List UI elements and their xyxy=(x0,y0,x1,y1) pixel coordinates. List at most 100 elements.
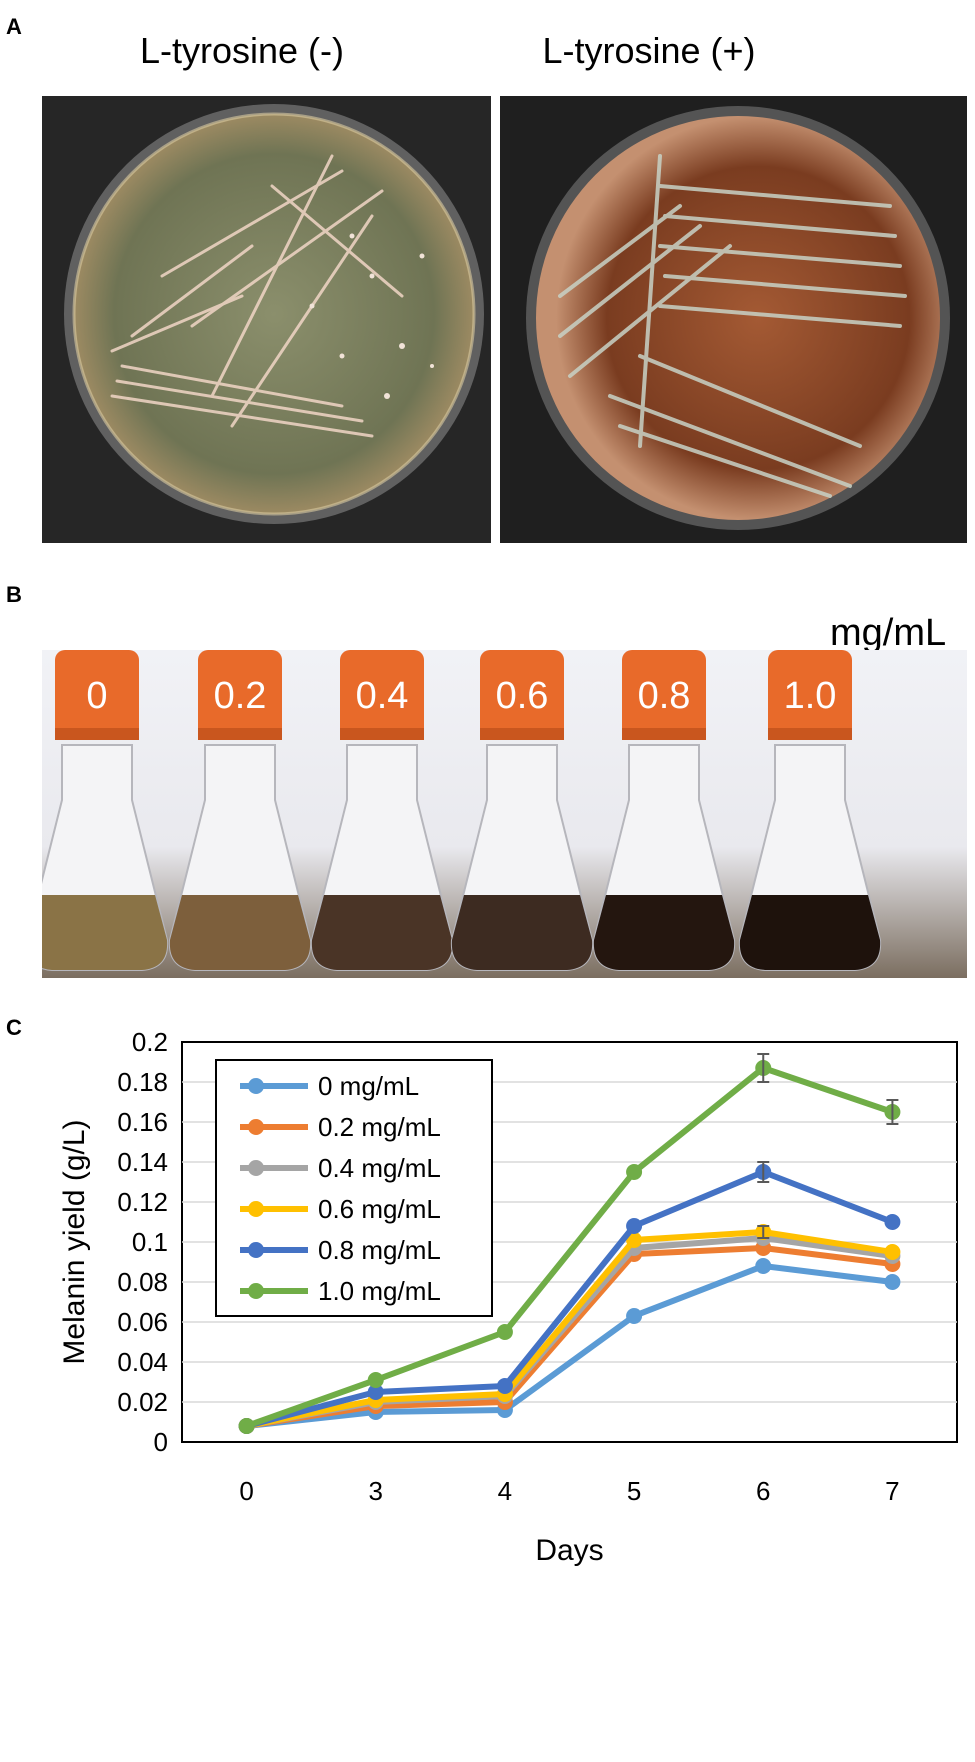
concentration-unit-label: mg/mL xyxy=(830,612,947,654)
flask-0: 0 xyxy=(42,650,169,971)
legend-entry: 0.4 mg/mL xyxy=(240,1153,441,1183)
y-tick-label: 0.08 xyxy=(117,1267,168,1297)
series-line xyxy=(245,1065,894,1429)
panel-b-letter: B xyxy=(6,582,22,607)
legend: 0 mg/mL 0.2 mg/mL 0.4 mg/mL 0.6 mg/mL 0.8 mg… xyxy=(215,1059,493,1317)
data-point xyxy=(238,1418,255,1434)
flask-cap xyxy=(480,650,564,738)
petri-dish-photo-without-tyrosine xyxy=(42,96,491,543)
x-tick-label: 4 xyxy=(498,1476,512,1506)
legend-swatch-marker xyxy=(248,1242,264,1258)
error-bar xyxy=(886,1099,899,1125)
series-line xyxy=(245,1169,894,1429)
legend-entry: 1.0 mg/mL xyxy=(240,1276,441,1306)
petri-dish-photo-with-tyrosine xyxy=(500,96,967,543)
data-point xyxy=(367,1384,384,1400)
data-point xyxy=(884,1244,901,1260)
flask-liquid xyxy=(739,895,881,970)
panel-a-letter: A xyxy=(6,14,22,39)
flask-cap-rim xyxy=(55,728,139,740)
y-tick-label: 0.16 xyxy=(117,1107,168,1137)
error-bar xyxy=(757,1053,770,1083)
x-tick-label: 5 xyxy=(627,1476,641,1506)
flask-concentration-label: 0.6 xyxy=(496,675,549,717)
y-tick-label: 0.12 xyxy=(117,1187,168,1217)
x-tick-label: 0 xyxy=(239,1476,253,1506)
flask-cap xyxy=(198,650,282,738)
data-point xyxy=(884,1274,901,1290)
flask-1: 0.2 xyxy=(168,650,312,971)
flask-liquid xyxy=(169,895,311,970)
error-bar xyxy=(757,1225,770,1239)
legend-label: 1.0 mg/mL xyxy=(318,1276,441,1306)
flask-cap xyxy=(55,650,139,738)
series-1-0-mg-ml xyxy=(238,1060,901,1434)
flask-concentration-label: 0.8 xyxy=(638,675,691,717)
y-axis-title: Melanin yield (g/L) xyxy=(58,1119,91,1364)
legend-swatch-marker xyxy=(248,1119,264,1135)
flask-concentration-label: 0 xyxy=(86,675,107,717)
plate-left-title: L-tyrosine (-) xyxy=(139,30,345,71)
flask-photo-strip: 0 0.2 0.4 0.6 0.8 1.0 xyxy=(42,650,967,978)
flask-concentration-label: 1.0 xyxy=(784,675,837,717)
plate-right-title: L-tyrosine (+) xyxy=(542,30,756,71)
legend-label: 0.4 mg/mL xyxy=(318,1153,441,1183)
error-bars xyxy=(757,1053,899,1239)
data-point xyxy=(626,1232,643,1248)
flask-4: 0.8 xyxy=(592,650,736,971)
legend-entry: 0.2 mg/mL xyxy=(240,1112,441,1142)
series-lines xyxy=(238,1060,901,1434)
data-point xyxy=(367,1372,384,1388)
y-tick-label: 0 xyxy=(154,1427,168,1457)
legend-swatch-marker xyxy=(248,1283,264,1299)
legend-label: 0.2 mg/mL xyxy=(318,1112,441,1142)
y-tick-label: 0.06 xyxy=(117,1307,168,1337)
flask-liquid xyxy=(451,895,593,970)
legend-label: 0.8 mg/mL xyxy=(318,1235,441,1265)
flask-cap-rim xyxy=(340,728,424,740)
series-line xyxy=(246,1263,893,1429)
series-line xyxy=(245,1229,893,1429)
flask-cap xyxy=(340,650,424,738)
legend-entry: 0.6 mg/mL xyxy=(240,1194,441,1224)
x-axis-ticks: 0 3 4 5 6 7 xyxy=(239,1476,899,1506)
flask-cap xyxy=(768,650,852,738)
data-point xyxy=(626,1218,643,1234)
flask-cap-rim xyxy=(198,728,282,740)
x-tick-label: 3 xyxy=(369,1476,383,1506)
flask-concentration-label: 0.4 xyxy=(356,675,409,717)
legend-label: 0 mg/mL xyxy=(318,1071,419,1101)
data-point xyxy=(496,1324,513,1340)
flask-liquid xyxy=(42,895,168,970)
flask-cap-rim xyxy=(480,728,564,740)
legend-swatch-marker xyxy=(248,1201,264,1217)
flask-cap-rim xyxy=(622,728,706,740)
x-axis-title: Days xyxy=(535,1534,603,1567)
data-point xyxy=(755,1258,772,1274)
flask-liquid xyxy=(311,895,453,970)
flask-liquid xyxy=(593,895,735,970)
panel-c-letter: C xyxy=(6,1015,22,1040)
data-point xyxy=(626,1308,643,1324)
y-axis-ticks: 0 0.02 0.04 0.06 0.08 0.1 0.12 0.14 0.16 0.18 0.2 xyxy=(117,1027,168,1457)
flask-row: 0 0.2 0.4 0.6 0.8 1.0 xyxy=(42,650,882,971)
legend-swatch-marker xyxy=(248,1078,264,1094)
y-tick-label: 0.1 xyxy=(132,1227,168,1257)
series-line xyxy=(246,1245,893,1429)
y-tick-label: 0.2 xyxy=(132,1027,168,1057)
error-bar xyxy=(757,1161,770,1183)
x-tick-label: 7 xyxy=(885,1476,899,1506)
legend-label: 0.6 mg/mL xyxy=(318,1194,441,1224)
y-tick-label: 0.14 xyxy=(117,1147,168,1177)
legend-swatch-marker xyxy=(248,1160,264,1176)
melanin-yield-chart: 0 0.02 0.04 0.06 0.08 0.1 0.12 0.14 0.16 0.18 0.2 … xyxy=(58,1027,958,1567)
data-point xyxy=(626,1164,643,1180)
flask-2: 0.4 xyxy=(310,650,454,971)
flask-5: 1.0 xyxy=(738,650,882,971)
flask-cap xyxy=(622,650,706,738)
flask-cap-rim xyxy=(768,728,852,740)
flask-3: 0.6 xyxy=(450,650,594,971)
legend-entry: 0 mg/mL xyxy=(240,1071,419,1101)
legend-entry: 0.8 mg/mL xyxy=(240,1235,441,1265)
y-tick-label: 0.18 xyxy=(117,1067,168,1097)
